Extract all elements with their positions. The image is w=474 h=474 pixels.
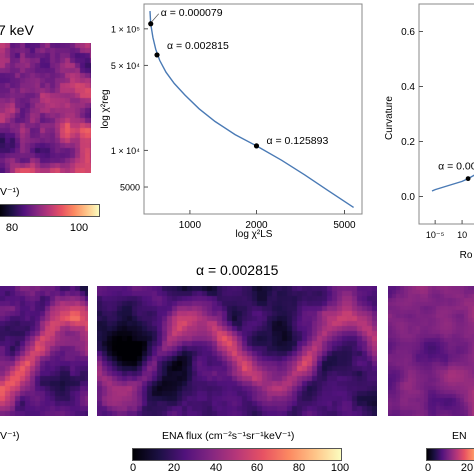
bottom-left-colorbar-label: V⁻¹) [0,430,20,442]
l-curve-x-tick-label: 2000 [245,220,268,231]
l-curve-marker [148,21,154,27]
top-left-colorbar-tick: 80 [5,222,19,234]
curvature-x-tick-label: 10 [457,230,467,240]
middle-colorbar-tick: 60 [250,462,264,474]
curvature-y-tick-label: 0.2 [401,137,415,148]
l-curve-y-tick-label: 5000 [120,183,140,193]
l-curve-x-axis-label: log χ²LS [236,229,273,240]
middle-map-title: α = 0.002815 [196,262,279,278]
middle-colorbar-label: ENA flux (cm⁻²s⁻¹sr⁻¹keV⁻¹) [162,430,295,442]
middle-colorbar-tick: 100 [330,462,350,474]
l-curve-y-axis-label: log χ²reg [100,89,111,128]
right-colorbar-tick: 0 [424,462,432,474]
right-colorbar-label: EN [452,430,467,442]
l-curve-annotation-leader [151,13,159,23]
curvature-chart: 0.0 0.2 0.4 0.6 10⁻⁵ 10 α = 0.00 Curvature Ro [384,3,474,260]
curvature-x-tick-label: 10⁻⁵ [426,230,445,240]
curvature-plot-frame [418,3,474,225]
l-curve-annotation: α = 0.125893 [266,135,328,147]
l-curve-x-tick-label: 1000 [179,220,202,231]
curvature-annotation: α = 0.00 [438,161,474,173]
l-curve-plot-frame [143,3,363,215]
curvature-marker [465,176,471,182]
l-curve-chart: 1000 2000 5000 1 × 10⁵ 5 × 10⁴ 1 × 10⁴ 5000 α … [100,3,363,240]
l-curve-marker [253,143,260,149]
l-curve-marker [154,52,160,58]
middle-colorbar-tick: 40 [209,462,223,474]
top-left-flux-map [0,43,91,173]
l-curve-y-tick-label: 1 × 10⁵ [111,24,140,34]
right-colorbar [426,448,474,461]
l-curve-y-tick-label: 5 × 10⁴ [111,61,140,71]
curvature-y-tick-label: 0.4 [401,82,415,93]
l-curve-y-tick-label: 1 × 10⁴ [111,146,140,156]
curvature-y-axis-label: Curvature [384,96,395,140]
l-curve-x-tick-label: 5000 [333,220,356,231]
curvature-y-tick-label: 0.0 [401,192,415,203]
l-curve-annotation: α = 0.002815 [167,40,229,52]
bottom-left-flux-map [0,286,88,416]
right-flux-map [388,286,474,416]
middle-colorbar-tick: 0 [129,462,137,474]
middle-colorbar [132,448,342,461]
middle-flux-map [97,286,377,416]
curvature-x-axis-label: Ro [460,250,473,260]
top-left-colorbar-label: V⁻¹) [0,186,20,198]
top-left-colorbar [0,204,100,217]
l-curve-annotation: α = 0.000079 [161,7,223,19]
curvature-y-tick-label: 0.6 [401,27,415,38]
middle-colorbar-tick: 20 [167,462,181,474]
top-left-map-title: 7 keV [0,22,34,38]
l-curve-series-line [149,11,354,208]
top-left-colorbar-tick: 100 [69,222,89,234]
middle-colorbar-tick: 80 [292,462,306,474]
right-colorbar-tick: 20 [460,462,474,474]
